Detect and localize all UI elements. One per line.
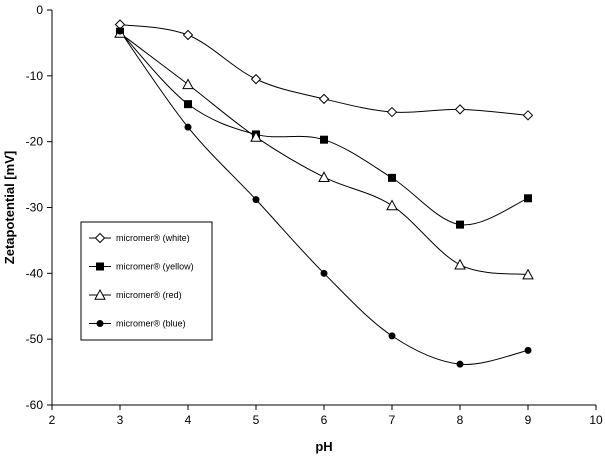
x-tick-label: 9 xyxy=(525,413,532,427)
legend-label: micromer® (blue) xyxy=(116,319,186,329)
data-point xyxy=(388,173,396,182)
data-point xyxy=(386,199,398,211)
x-tick-label: 7 xyxy=(389,413,396,427)
legend-box xyxy=(80,221,213,341)
data-point xyxy=(524,194,532,203)
data-point xyxy=(320,269,328,277)
x-axis-title: pH xyxy=(315,439,332,454)
data-point xyxy=(454,258,466,270)
data-point xyxy=(318,171,330,182)
data-point xyxy=(116,27,124,35)
data-point xyxy=(184,100,192,109)
y-tick-label: -60 xyxy=(26,398,44,412)
y-tick-label: -50 xyxy=(26,332,44,346)
data-point xyxy=(524,346,532,354)
data-point xyxy=(250,131,262,142)
series-line xyxy=(119,31,529,226)
legend: micromer® (white) micromer® (yellow) micro… xyxy=(80,221,213,341)
x-tick-label: 8 xyxy=(457,413,464,427)
y-tick-label: -10 xyxy=(26,69,44,83)
y-tick-label: 0 xyxy=(36,3,43,17)
legend-marker xyxy=(96,262,104,271)
legend-marker xyxy=(94,288,106,300)
legend-label: micromer® (yellow) xyxy=(116,262,194,272)
legend-marker xyxy=(94,232,106,244)
data-point xyxy=(320,135,328,144)
y-tick-label: -20 xyxy=(26,135,44,149)
axes xyxy=(51,10,596,406)
axis-ticks: 2 3 4 5 6 7 8 9 10 0 -10 -20 -30 -40 -50 -60 xyxy=(26,3,603,427)
x-tick-label: 10 xyxy=(589,413,603,427)
y-axis-title: Zetapotential [mV] xyxy=(2,151,17,264)
data-point xyxy=(454,104,466,115)
y-tick-label: -40 xyxy=(26,266,44,280)
legend-marker xyxy=(96,320,104,327)
data-point xyxy=(182,29,194,41)
data-point xyxy=(318,93,330,105)
data-point xyxy=(388,332,396,340)
y-tick-label: -30 xyxy=(26,201,44,215)
legend-label: micromer® (red) xyxy=(116,290,182,300)
data-point xyxy=(184,123,192,131)
x-tick-label: 2 xyxy=(49,413,56,427)
data-point xyxy=(252,196,260,204)
x-tick-label: 3 xyxy=(117,413,124,427)
data-point xyxy=(250,73,262,85)
data-point xyxy=(456,220,464,229)
data-point xyxy=(522,268,534,280)
legend-label: micromer® (white) xyxy=(116,233,190,243)
x-tick-label: 4 xyxy=(185,413,192,427)
data-point xyxy=(386,106,398,118)
x-tick-label: 6 xyxy=(321,413,328,427)
data-point xyxy=(456,360,464,368)
x-tick-label: 5 xyxy=(253,413,260,427)
data-point xyxy=(182,78,194,90)
series-markers xyxy=(114,19,534,368)
data-point xyxy=(522,110,534,121)
